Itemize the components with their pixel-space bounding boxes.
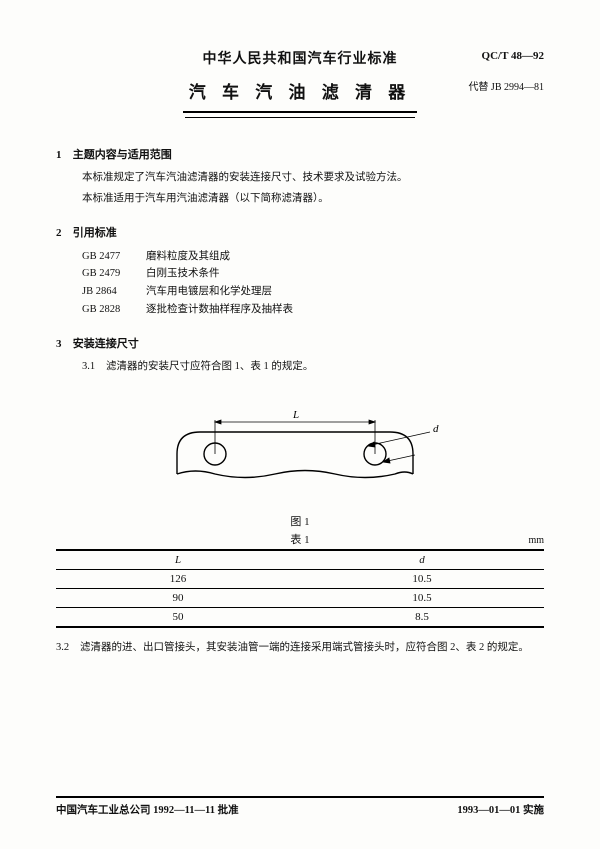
section-title: 引用标准	[73, 227, 117, 239]
figure-1-drawing: L d	[56, 402, 544, 505]
document-header: QC/T 48—92 代替 JB 2994—81 中华人民共和国汽车行业标准 汽…	[56, 48, 544, 118]
section-2-heading: 2 引用标准	[56, 224, 544, 240]
table-row: 12610.5	[56, 569, 544, 588]
section-title: 主题内容与适用范围	[73, 149, 172, 161]
effective-text: 1993—01—01 实施	[457, 802, 544, 817]
dim-label-d: d	[433, 423, 439, 435]
section-title: 安装连接尺寸	[73, 338, 139, 350]
col-header-d: d	[300, 550, 544, 570]
table-caption: 表 1	[290, 531, 309, 547]
section-num: 2	[56, 227, 70, 239]
section-1-heading: 1 主题内容与适用范围	[56, 146, 544, 162]
table-row: 508.5	[56, 607, 544, 627]
table-unit: mm	[310, 535, 544, 546]
paragraph: 本标准规定了汽车汽油滤清器的安装连接尺寸、技术要求及试验方法。	[82, 170, 544, 187]
table-caption-row: 表 1 mm	[56, 531, 544, 547]
figure-caption: 图 1	[56, 513, 544, 529]
document-title: 汽 车 汽 油 滤 清 器	[183, 78, 418, 113]
clause-3-1: 3.1滤清器的安装尺寸应符合图 1、表 1 的规定。	[82, 359, 544, 376]
clause-num: 3.2	[56, 640, 80, 657]
page-footer: 中国汽车工业总公司 1992—11—11 批准 1993—01—01 实施	[56, 796, 544, 817]
dim-label-L: L	[292, 409, 299, 421]
section-num: 3	[56, 338, 70, 350]
replaces-code: 代替 JB 2994—81	[468, 78, 544, 93]
issuer-line: 中华人民共和国汽车行业标准	[56, 48, 544, 68]
standard-code: QC/T 48—92	[482, 50, 544, 62]
paragraph: 本标准适用于汽车用汽油滤清器（以下简称滤清器）。	[82, 191, 544, 208]
clause-num: 3.1	[82, 359, 106, 376]
clause-3-2: 3.2滤清器的进、出口管接头，其安装油管一端的连接采用端式管接头时，应符合图 2…	[56, 640, 544, 657]
table-1: L d 12610.5 9010.5 508.5	[56, 549, 544, 628]
section-3-heading: 3 安装连接尺寸	[56, 335, 544, 351]
referenced-standard: GB 2828逐批检查计数抽样程序及抽样表	[82, 301, 544, 319]
section-num: 1	[56, 149, 70, 161]
referenced-standard: GB 2477磨料粒度及其组成	[82, 248, 544, 266]
approval-text: 中国汽车工业总公司 1992—11—11 批准	[56, 802, 239, 817]
col-header-L: L	[56, 550, 300, 570]
referenced-standard: GB 2479白刚玉技术条件	[82, 265, 544, 283]
title-underline	[185, 117, 415, 118]
referenced-standard: JB 2864汽车用电镀层和化学处理层	[82, 283, 544, 301]
table-row: 9010.5	[56, 588, 544, 607]
